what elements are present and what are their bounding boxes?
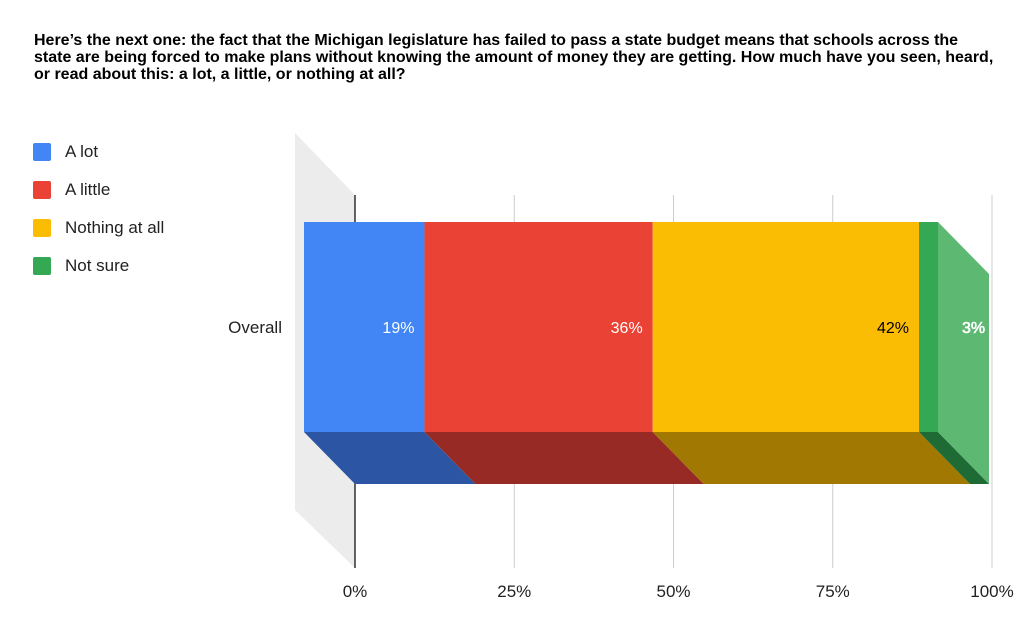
legend-swatch-a-lot [33, 143, 51, 161]
data-label: 3% [962, 320, 985, 337]
bar-segment-nothing-at-all [652, 222, 919, 432]
legend-swatch-not-sure [33, 257, 51, 275]
bar-segment-a-little [424, 222, 653, 432]
x-tick-label: 100% [970, 582, 1013, 601]
x-tick-label: 75% [816, 582, 850, 601]
legend-item-a-lot: A lot [33, 133, 164, 171]
legend-swatch-a-little [33, 181, 51, 199]
bar-segment-a-lot [304, 222, 425, 432]
legend-label: Nothing at all [65, 218, 165, 237]
bar-segment-not-sure [918, 222, 938, 432]
bar-bottom-face [652, 432, 970, 484]
data-label: 42% [877, 320, 909, 337]
legend-item-nothing-at-all: Nothing at all [33, 209, 164, 247]
legend-item-not-sure: Not sure [33, 247, 164, 285]
data-label: 19% [382, 320, 414, 337]
data-label: 36% [611, 320, 643, 337]
legend-label: Not sure [65, 256, 130, 275]
legend-item-a-little: A little [33, 171, 164, 209]
legend-label: A little [65, 180, 111, 199]
bar-bottom-face [424, 432, 704, 484]
legend-label: A lot [65, 142, 99, 161]
legend-swatch-nothing-at-all [33, 219, 51, 237]
category-label: Overall [228, 318, 282, 337]
x-tick-label: 50% [656, 582, 690, 601]
legend: A lot A little Nothing at all Not sure [33, 133, 164, 285]
bar-bottom-face [918, 432, 989, 484]
bar-end-face [938, 222, 989, 484]
chart-title: Here’s the next one: the fact that the M… [34, 32, 994, 83]
bar-bottom-face [304, 432, 476, 484]
x-tick-label: 0% [343, 582, 368, 601]
x-tick-label: 25% [497, 582, 531, 601]
